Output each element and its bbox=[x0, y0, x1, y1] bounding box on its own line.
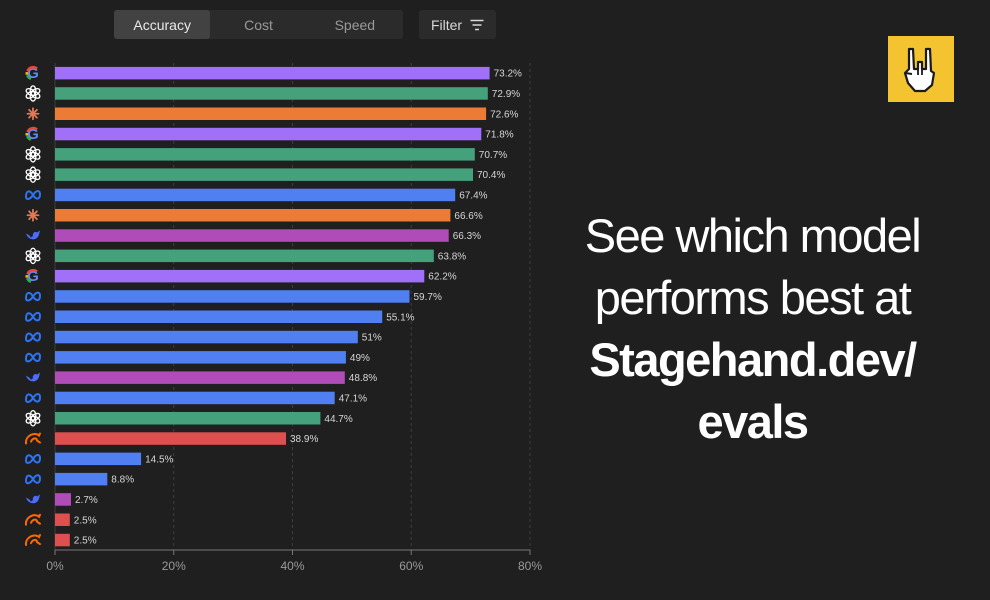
bar-value-label: 8.8% bbox=[111, 475, 134, 486]
bar-value-label: 44.7% bbox=[324, 414, 352, 425]
alibaba-icon bbox=[24, 534, 41, 547]
meta-icon bbox=[24, 190, 42, 200]
meta-icon bbox=[24, 453, 42, 464]
bar-value-label: 14.5% bbox=[145, 454, 173, 465]
bar[interactable] bbox=[55, 533, 70, 547]
metric-tabs: Accuracy Cost Speed bbox=[114, 10, 403, 39]
meta-icon bbox=[24, 352, 42, 363]
bar-value-label: 2.5% bbox=[74, 536, 97, 547]
alibaba-icon bbox=[24, 513, 41, 526]
meta-icon bbox=[24, 332, 42, 343]
tagline-link-end[interactable]: evals bbox=[697, 395, 809, 448]
bar[interactable] bbox=[55, 127, 482, 141]
bar[interactable] bbox=[55, 168, 473, 181]
openai-icon bbox=[25, 166, 41, 183]
meta-icon bbox=[24, 291, 42, 302]
openai-icon bbox=[25, 247, 41, 265]
bar[interactable] bbox=[55, 330, 358, 344]
deepseek-icon bbox=[26, 372, 40, 382]
bar[interactable] bbox=[55, 310, 383, 324]
bar-value-label: 2.7% bbox=[75, 495, 98, 506]
deepseek-icon bbox=[26, 494, 40, 504]
google-icon: G bbox=[25, 268, 39, 285]
meta-icon bbox=[24, 474, 42, 485]
bar[interactable] bbox=[55, 472, 108, 486]
x-tick-label: 80% bbox=[518, 559, 542, 573]
bar[interactable] bbox=[55, 249, 434, 263]
bar-value-label: 49% bbox=[350, 353, 370, 364]
bar[interactable] bbox=[55, 209, 451, 222]
tab-cost[interactable]: Cost bbox=[244, 16, 273, 33]
bar-value-label: 48.8% bbox=[349, 373, 377, 384]
bar[interactable] bbox=[55, 66, 490, 80]
meta-icon bbox=[24, 311, 42, 322]
stagehand-logo bbox=[888, 36, 954, 102]
bar[interactable] bbox=[55, 290, 410, 303]
accuracy-bar-chart: 0% 20% 40% 60% 80% G 73.2% 72.9% 72.6% G 71.8% 70.7… bbox=[24, 63, 542, 573]
openai-icon bbox=[25, 409, 41, 427]
x-tick-label: 0% bbox=[46, 559, 64, 573]
bar[interactable] bbox=[55, 188, 456, 202]
bar-value-label: 66.6% bbox=[454, 211, 482, 222]
meta-icon bbox=[24, 393, 42, 403]
openai-icon bbox=[25, 85, 41, 102]
filter-label: Filter bbox=[430, 16, 463, 33]
tagline-line-2: performs best at bbox=[594, 271, 912, 324]
tagline: See which model performs best at Stageha… bbox=[560, 205, 945, 453]
bar[interactable] bbox=[55, 391, 335, 405]
tab-accuracy[interactable]: Accuracy bbox=[114, 10, 211, 39]
bar-value-label: 73.2% bbox=[494, 69, 522, 80]
svg-text:G: G bbox=[27, 268, 39, 285]
bar-value-label: 59.7% bbox=[414, 292, 442, 303]
bar-value-label: 38.9% bbox=[290, 434, 318, 445]
bar[interactable] bbox=[55, 432, 286, 445]
bar-value-label: 72.9% bbox=[492, 89, 520, 100]
openai-icon bbox=[25, 146, 41, 163]
bar-value-label: 62.2% bbox=[428, 272, 456, 283]
bar-value-label: 47.1% bbox=[339, 393, 367, 404]
bar-value-label: 71.8% bbox=[485, 130, 513, 141]
bar[interactable] bbox=[55, 351, 346, 364]
filter-button[interactable]: Filter bbox=[419, 10, 496, 39]
bar[interactable] bbox=[55, 269, 425, 283]
alibaba-icon bbox=[24, 432, 41, 445]
bar-value-label: 55.1% bbox=[386, 312, 414, 323]
bar[interactable] bbox=[55, 513, 70, 527]
x-tick-label: 20% bbox=[162, 559, 186, 573]
bar-value-label: 70.7% bbox=[479, 150, 507, 161]
filter-icon bbox=[470, 19, 484, 30]
bar-value-label: 2.5% bbox=[74, 515, 97, 526]
svg-text:G: G bbox=[27, 126, 39, 143]
x-tick-label: 40% bbox=[280, 559, 304, 573]
bar-value-label: 63.8% bbox=[438, 251, 466, 262]
bar-value-label: 72.6% bbox=[490, 109, 518, 120]
svg-text:G: G bbox=[27, 65, 39, 82]
bar-value-label: 70.4% bbox=[477, 170, 505, 181]
rock-hand-icon bbox=[903, 47, 936, 93]
bar[interactable] bbox=[55, 412, 321, 425]
bar[interactable] bbox=[55, 452, 142, 466]
google-icon: G bbox=[25, 126, 39, 143]
bar-value-label: 67.4% bbox=[459, 191, 487, 202]
bar[interactable] bbox=[55, 107, 487, 121]
deepseek-icon bbox=[26, 230, 40, 240]
google-icon: G bbox=[25, 65, 39, 82]
tagline-link[interactable]: Stagehand.dev/ bbox=[589, 333, 917, 386]
bar[interactable] bbox=[55, 87, 488, 100]
anthropic-icon bbox=[26, 208, 40, 222]
tab-speed[interactable]: Speed bbox=[334, 16, 376, 33]
bar[interactable] bbox=[55, 493, 71, 506]
bar[interactable] bbox=[55, 229, 449, 242]
bar-value-label: 51% bbox=[362, 333, 382, 344]
bar[interactable] bbox=[55, 148, 475, 161]
tagline-line-1: See which model bbox=[584, 209, 922, 262]
anthropic-icon bbox=[26, 107, 40, 121]
bar-value-label: 66.3% bbox=[453, 231, 481, 242]
bar[interactable] bbox=[55, 371, 345, 384]
x-tick-label: 60% bbox=[399, 559, 423, 573]
